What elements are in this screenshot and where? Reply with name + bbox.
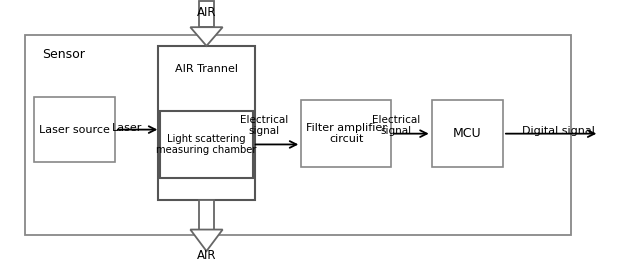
Text: Electrical
signal: Electrical signal (372, 115, 420, 136)
Text: Sensor: Sensor (42, 48, 85, 60)
Bar (301, 100, 391, 167)
Text: AIR: AIR (197, 249, 217, 262)
Bar (25, 35, 571, 235)
Text: Light scattering
measuring chamber: Light scattering measuring chamber (156, 134, 256, 155)
Text: AIR: AIR (197, 6, 217, 19)
Text: Laser source: Laser source (39, 124, 110, 135)
Text: AIR Trannel: AIR Trannel (175, 64, 238, 74)
Text: Filter amplifier
circuit: Filter amplifier circuit (306, 123, 387, 144)
Polygon shape (190, 230, 223, 251)
Polygon shape (190, 27, 223, 46)
Bar (34, 97, 115, 162)
Text: Electrical
signal: Electrical signal (240, 115, 288, 136)
Text: Digital signal: Digital signal (522, 126, 594, 136)
Bar (158, 46, 255, 200)
Bar (199, 200, 214, 230)
Text: Laser: Laser (112, 123, 142, 133)
Bar (432, 100, 503, 167)
Bar (160, 111, 253, 178)
Text: MCU: MCU (453, 127, 482, 140)
Bar (199, 1, 214, 27)
